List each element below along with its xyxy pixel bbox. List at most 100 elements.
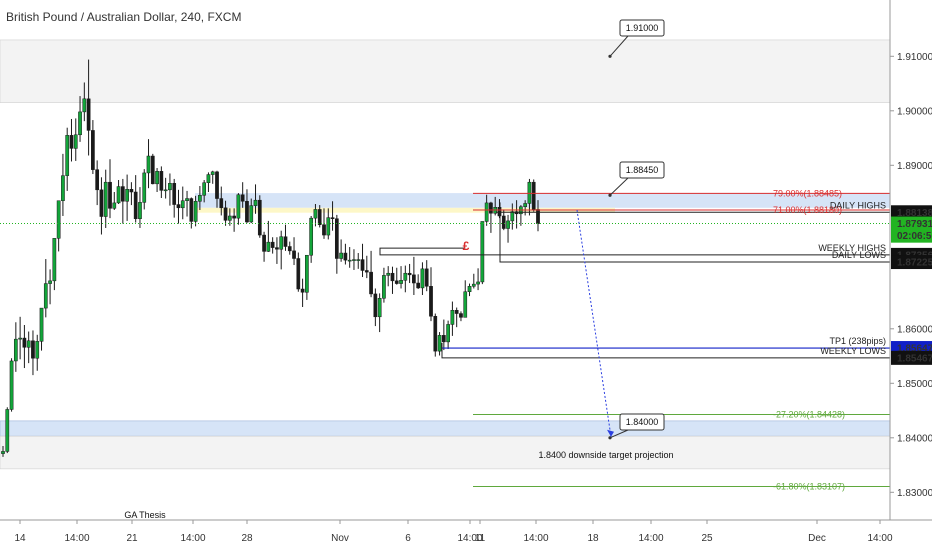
thesis-label: GA Thesis: [124, 510, 166, 520]
candle-body: [138, 202, 142, 219]
candle-body: [112, 202, 117, 209]
price-tag-label: 1.85467: [897, 353, 932, 364]
candle-body: [210, 171, 215, 175]
candle-body: [95, 169, 100, 191]
candle-body: [313, 209, 318, 219]
x-tick-label: 14:00: [64, 533, 89, 544]
x-tick-label: 11: [475, 533, 486, 544]
candle-body: [180, 200, 185, 209]
candle-body: [262, 234, 266, 252]
level-label: TP1 (238pips): [829, 336, 886, 346]
candle-body: [459, 313, 463, 318]
candle-body: [236, 194, 241, 219]
candle-body: [296, 258, 301, 290]
y-tick-label: 1.86000: [897, 324, 932, 335]
x-tick-label: 14: [14, 533, 26, 544]
candle-body: [373, 293, 378, 318]
candle-body: [129, 189, 134, 193]
candle-body: [407, 272, 412, 276]
candle-body: [215, 171, 219, 199]
y-tick-label: 1.89000: [897, 161, 932, 172]
candle-body: [501, 215, 506, 229]
fib-zone-blue: [195, 193, 890, 208]
candle-body: [253, 199, 258, 206]
candle-body: [343, 252, 348, 261]
x-tick-label: 14:00: [867, 533, 892, 544]
weekly-highs-line: [379, 247, 890, 256]
candle-body: [31, 340, 35, 359]
candle-body: [206, 174, 211, 183]
fib-label: -27.20%(1.84428): [773, 409, 845, 419]
candle-body: [523, 203, 528, 207]
candle-body: [245, 201, 249, 223]
candle-body: [300, 288, 305, 293]
candle-body: [86, 98, 91, 131]
candle-body: [377, 298, 382, 318]
y-tick-label: 1.91000: [897, 52, 932, 63]
demand-zone-gray: [0, 435, 891, 470]
candle-body: [69, 135, 74, 149]
price-tag-label: 1.88138: [897, 208, 932, 219]
projection-arrowhead: [607, 429, 614, 437]
candle-body: [163, 189, 168, 192]
candle-body: [399, 280, 403, 284]
candle-body: [326, 217, 331, 236]
candle-body: [433, 316, 438, 352]
callout-label: 1.91000: [626, 23, 659, 33]
candle-body: [249, 205, 254, 223]
candle-body: [309, 217, 314, 256]
x-tick-label: 14:00: [638, 533, 663, 544]
callout-dot: [608, 54, 612, 58]
candle-body: [61, 175, 65, 201]
candle-body: [78, 111, 82, 136]
callout-pointer: [609, 177, 629, 196]
price-tag-label: 1.87931: [897, 219, 932, 230]
callout-label: 1.84000: [626, 417, 659, 427]
candle-body: [489, 202, 493, 214]
candle-body: [527, 181, 532, 204]
candle-body: [429, 286, 433, 317]
candle-body: [454, 310, 459, 314]
overlay-layer: 79.00%(1.88485) 71.00%(1.88180) -27.20%(1.…: [0, 19, 890, 520]
level-label: WEEKLY HIGHS: [818, 243, 886, 253]
callout-pointer: [609, 35, 629, 57]
candle-body: [56, 200, 61, 239]
candle-body: [394, 280, 399, 284]
fib-label: 71.00%(1.88180): [773, 205, 842, 215]
demand-zone-blue: [0, 420, 891, 437]
fib-label: 79.00%(1.88485): [773, 188, 842, 198]
candle-body: [317, 209, 322, 225]
candle-body: [356, 259, 361, 261]
candle-body: [202, 182, 207, 196]
projection-arrow: [576, 209, 612, 437]
x-tick-label: 25: [701, 533, 713, 544]
candle-body: [73, 134, 78, 149]
candle-body: [352, 259, 356, 261]
projection-label: 1.8400 downside target projection: [538, 450, 673, 460]
candle-body: [334, 218, 339, 259]
candles-layer: [1, 59, 540, 457]
level-label: DAILY LOWS: [832, 250, 886, 260]
candle-body: [510, 211, 515, 222]
candle-body: [292, 250, 296, 259]
candle-body: [266, 241, 271, 252]
x-tick-label: Nov: [331, 533, 349, 544]
price-tag: [891, 216, 932, 231]
candle-body: [18, 337, 22, 340]
candle-body: [536, 209, 540, 224]
candle-body: [240, 194, 245, 202]
callout-dot: [608, 193, 612, 197]
candle-body: [91, 130, 95, 170]
candle-body: [390, 272, 395, 282]
candle-body: [168, 183, 172, 191]
candle-body: [35, 341, 40, 359]
x-tick-label: Dec: [808, 533, 826, 544]
candle-body: [467, 286, 472, 292]
candle-body: [382, 275, 386, 299]
chart-title: British Pound / Australian Dollar, 240, …: [6, 10, 242, 24]
callout-label: 1.88450: [626, 165, 659, 175]
candle-body: [275, 247, 279, 250]
candle-body: [506, 220, 510, 229]
candle-body: [219, 198, 224, 209]
